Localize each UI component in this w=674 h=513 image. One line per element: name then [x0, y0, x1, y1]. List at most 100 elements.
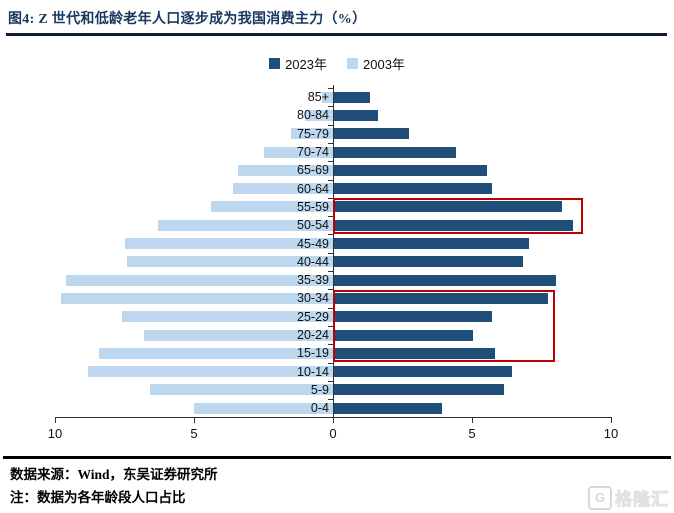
age-label-70-74: 70-74: [297, 145, 329, 160]
age-label-0-4: 0-4: [310, 401, 329, 416]
bar-2023年-85+: [334, 91, 371, 103]
bar-2003年-30-34: [60, 292, 333, 304]
x-axis-tick: [472, 417, 473, 423]
gelonghui-logo-text: 格隆汇: [615, 490, 669, 510]
highlight-box-2: [333, 289, 556, 362]
age-label-35-39: 35-39: [297, 273, 329, 288]
x-axis-label: 5: [190, 426, 198, 441]
bar-2003年-55-59: [210, 201, 333, 213]
highlight-box-1: [333, 198, 584, 234]
bar-2003年-65-69: [238, 164, 333, 176]
legend-item-2003: 2003年: [347, 54, 405, 73]
x-axis-tick: [194, 417, 195, 423]
footer-divider: [3, 456, 671, 459]
bar-2003年-35-39: [66, 274, 333, 286]
bar-2003年-10-14: [88, 366, 333, 378]
age-label-55-59: 55-59: [297, 199, 329, 214]
bar-2003年-0-4: [194, 402, 333, 414]
y-axis-tick: [328, 289, 333, 291]
legend-label-2023: 2023年: [285, 57, 327, 72]
bar-2023年-50-54: [334, 219, 574, 231]
y-axis-tick: [328, 161, 333, 163]
y-axis-tick: [328, 252, 333, 254]
chart-title: 图4: Z 世代和低龄老年人口逐步成为我国消费主力（%）: [8, 12, 367, 27]
y-axis-tick: [328, 380, 333, 382]
x-axis-label: 5: [468, 426, 476, 441]
x-axis-label: 10: [47, 426, 63, 441]
age-label-25-29: 25-29: [297, 309, 329, 324]
bar-2023年-60-64: [334, 183, 493, 195]
y-axis-tick: [328, 216, 333, 218]
bar-2023年-25-29: [334, 311, 493, 323]
y-axis-tick: [328, 197, 333, 199]
gelonghui-logo: G 格隆汇: [588, 485, 669, 510]
bar-2023年-5-9: [334, 384, 504, 396]
y-axis-tick: [328, 142, 333, 144]
y-axis-tick: [328, 399, 333, 401]
age-label-5-9: 5-9: [310, 382, 329, 397]
age-label-75-79: 75-79: [297, 126, 329, 141]
bar-2023年-45-49: [334, 238, 529, 250]
bar-2023年-0-4: [334, 402, 443, 414]
legend-item-2023: 2023年: [269, 54, 327, 73]
age-label-45-49: 45-49: [297, 236, 329, 251]
bar-2003年-40-44: [127, 256, 333, 268]
x-axis-label: 10: [603, 426, 619, 441]
y-axis-tick: [328, 106, 333, 108]
y-axis-tick: [328, 362, 333, 364]
legend-label-2003: 2003年: [363, 57, 405, 72]
age-label-65-69: 65-69: [297, 163, 329, 178]
data-source-text: 数据来源：Wind，东吴证券研究所: [10, 467, 218, 482]
bar-2023年-35-39: [334, 274, 557, 286]
age-label-10-14: 10-14: [297, 364, 329, 379]
bar-2023年-65-69: [334, 164, 487, 176]
age-label-60-64: 60-64: [297, 181, 329, 196]
legend-swatch-2023: [269, 58, 281, 69]
x-axis-label: 0: [329, 426, 337, 441]
bar-2003年-60-64: [232, 183, 333, 195]
x-axis-tick: [611, 417, 612, 423]
y-axis-tick: [328, 124, 333, 126]
bar-2003年-15-19: [99, 347, 333, 359]
bar-2023年-80-84: [334, 109, 379, 121]
age-label-85+: 85+: [307, 90, 329, 105]
age-label-30-34: 30-34: [297, 291, 329, 306]
y-axis-line: [333, 85, 334, 417]
title-divider: [6, 33, 667, 36]
y-axis-tick: [328, 307, 333, 309]
y-axis-tick: [328, 271, 333, 272]
age-label-50-54: 50-54: [297, 218, 329, 233]
footnote-text: 注：数据为各年龄段人口占比: [10, 490, 186, 505]
x-axis-tick: [333, 417, 334, 423]
y-axis-tick: [328, 234, 333, 236]
y-axis-tick: [328, 325, 333, 327]
bar-2023年-55-59: [334, 201, 562, 213]
x-axis-tick: [55, 417, 56, 423]
bar-2003年-50-54: [157, 219, 333, 231]
bar-2003年-75-79: [291, 128, 333, 140]
y-axis-tick: [328, 179, 333, 181]
bar-2003年-85+: [321, 91, 333, 103]
bar-2003年-45-49: [124, 238, 333, 250]
bar-2003年-20-24: [143, 329, 333, 341]
bar-2023年-40-44: [334, 256, 524, 268]
age-label-20-24: 20-24: [297, 328, 329, 343]
age-label-80-84: 80-84: [297, 108, 329, 123]
age-label-40-44: 40-44: [297, 254, 329, 269]
bar-2023年-15-19: [334, 347, 496, 359]
bar-2023年-10-14: [334, 366, 512, 378]
bar-2003年-5-9: [149, 384, 333, 396]
legend-swatch-2003: [347, 58, 358, 69]
legend: 2023年 2003年: [0, 54, 674, 73]
y-axis-tick: [328, 344, 333, 346]
y-axis-tick: [328, 88, 333, 89]
age-label-15-19: 15-19: [297, 346, 329, 361]
bar-2023年-30-34: [334, 292, 549, 304]
bar-2023年-70-74: [334, 146, 457, 158]
bar-2003年-70-74: [263, 146, 333, 158]
bar-2023年-20-24: [334, 329, 473, 341]
bar-2023年-75-79: [334, 128, 410, 140]
gelonghui-logo-icon: G: [588, 485, 612, 510]
bar-2003年-25-29: [121, 311, 333, 323]
